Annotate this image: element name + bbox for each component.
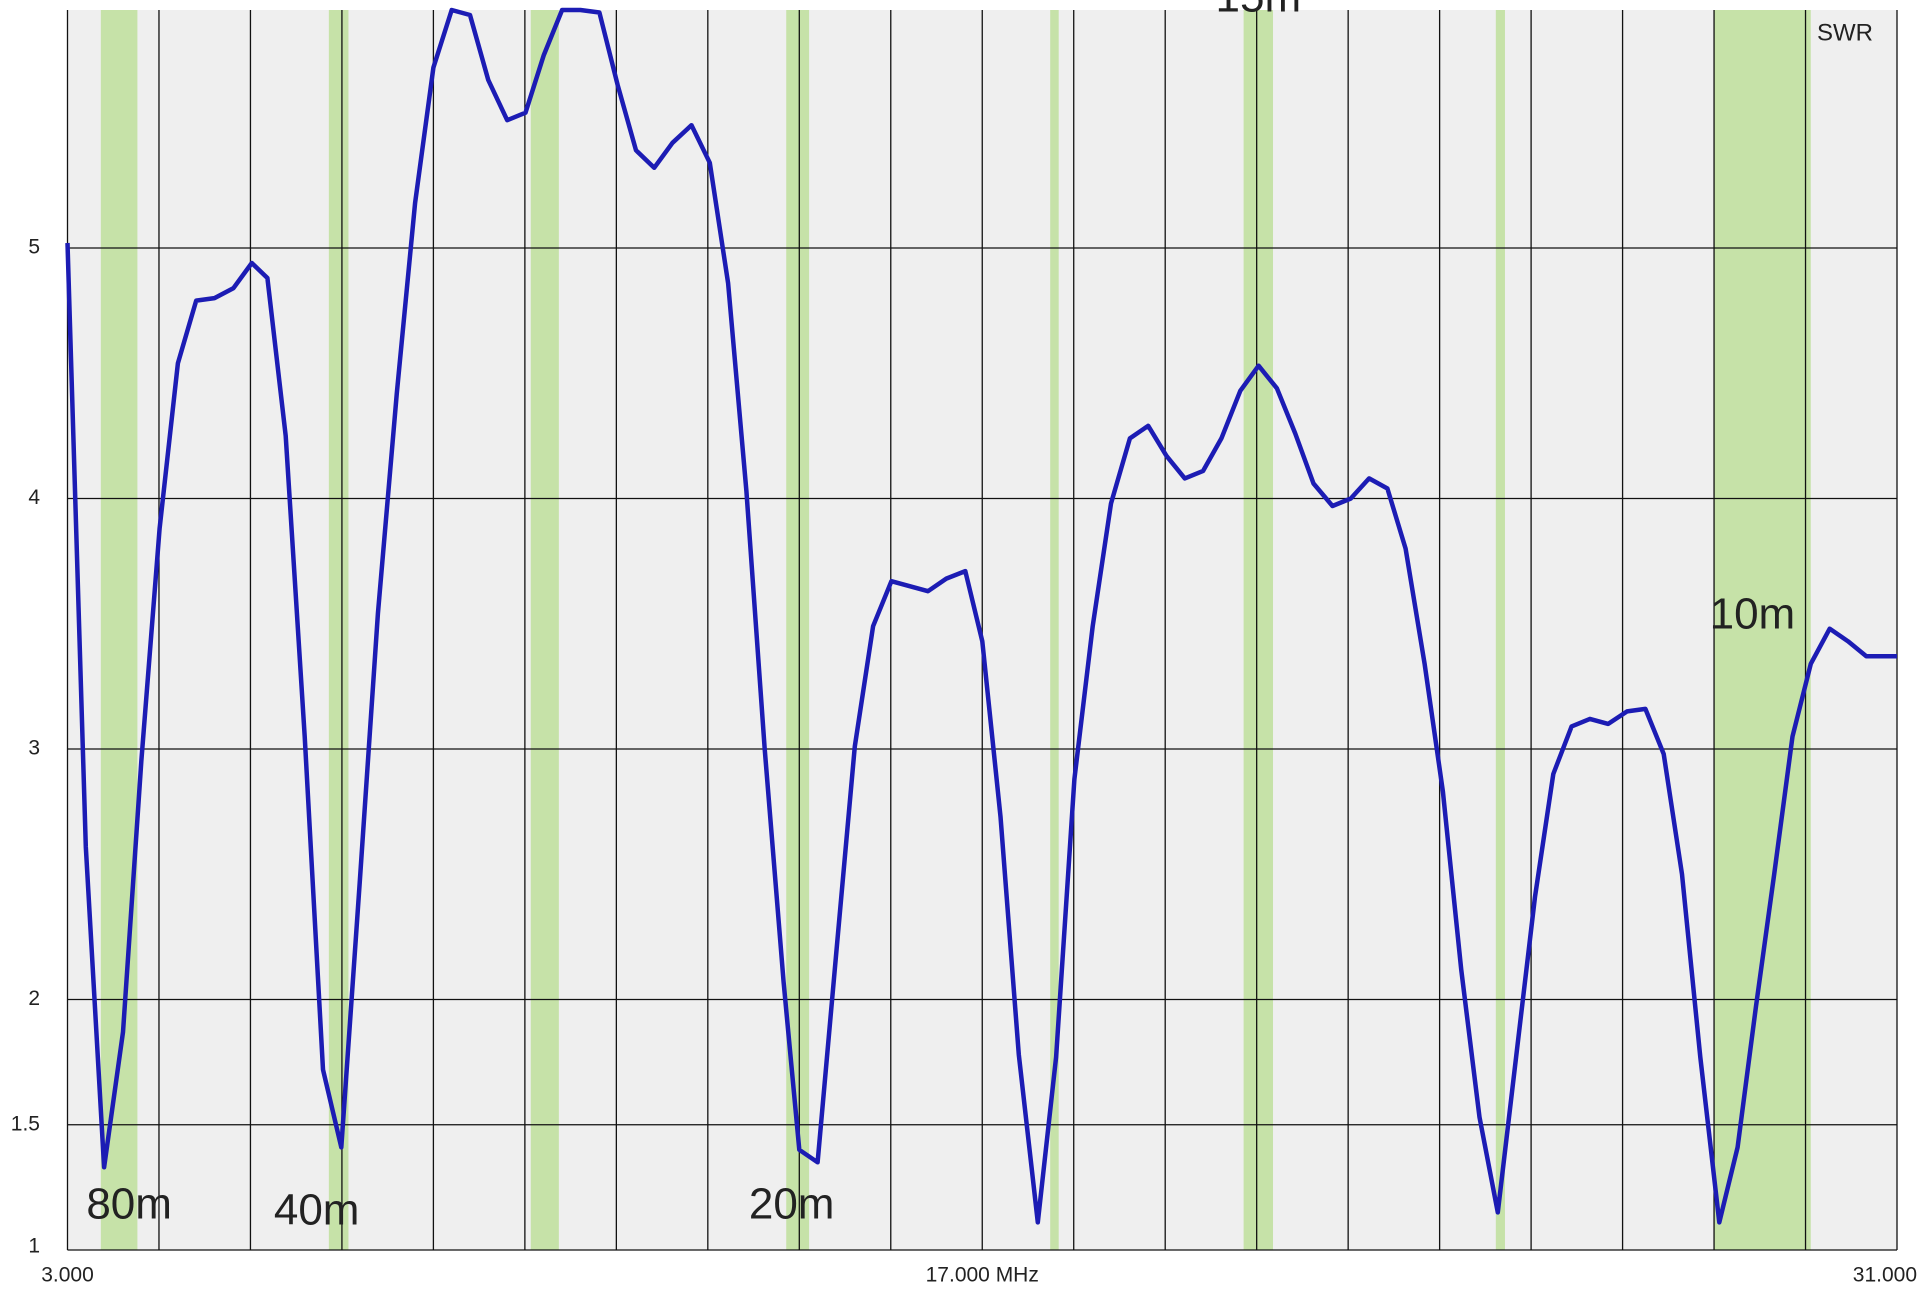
x-tick-label: 31.000: [1853, 1264, 1917, 1287]
band: [1050, 10, 1059, 1250]
band: [530, 10, 559, 1250]
y-tick-label: 3: [28, 737, 40, 760]
band-label: 20m: [749, 1180, 835, 1229]
band: [328, 10, 349, 1250]
band: [1495, 10, 1505, 1250]
band: [1714, 10, 1811, 1250]
y-tick-label: 1.5: [11, 1112, 40, 1135]
legend: SWR: [1817, 19, 1873, 46]
line: [65, 7, 1897, 1225]
band-label: 10m: [1710, 590, 1796, 639]
band-label: 80m: [86, 1180, 172, 1229]
y-tick-label: 4: [28, 486, 40, 509]
y-tick-label: 1: [28, 1235, 40, 1258]
x-tick-label: 3.000: [41, 1264, 94, 1287]
band-label: 15m: [1216, 0, 1302, 22]
y-tick-label: 2: [28, 987, 40, 1010]
band: [100, 10, 138, 1250]
x-tick-label: 17.000 MHz: [926, 1264, 1039, 1287]
band-label: 40m: [274, 1186, 360, 1235]
band: [786, 10, 810, 1250]
band: [1243, 10, 1274, 1250]
y-tick-label: 5: [28, 236, 40, 259]
